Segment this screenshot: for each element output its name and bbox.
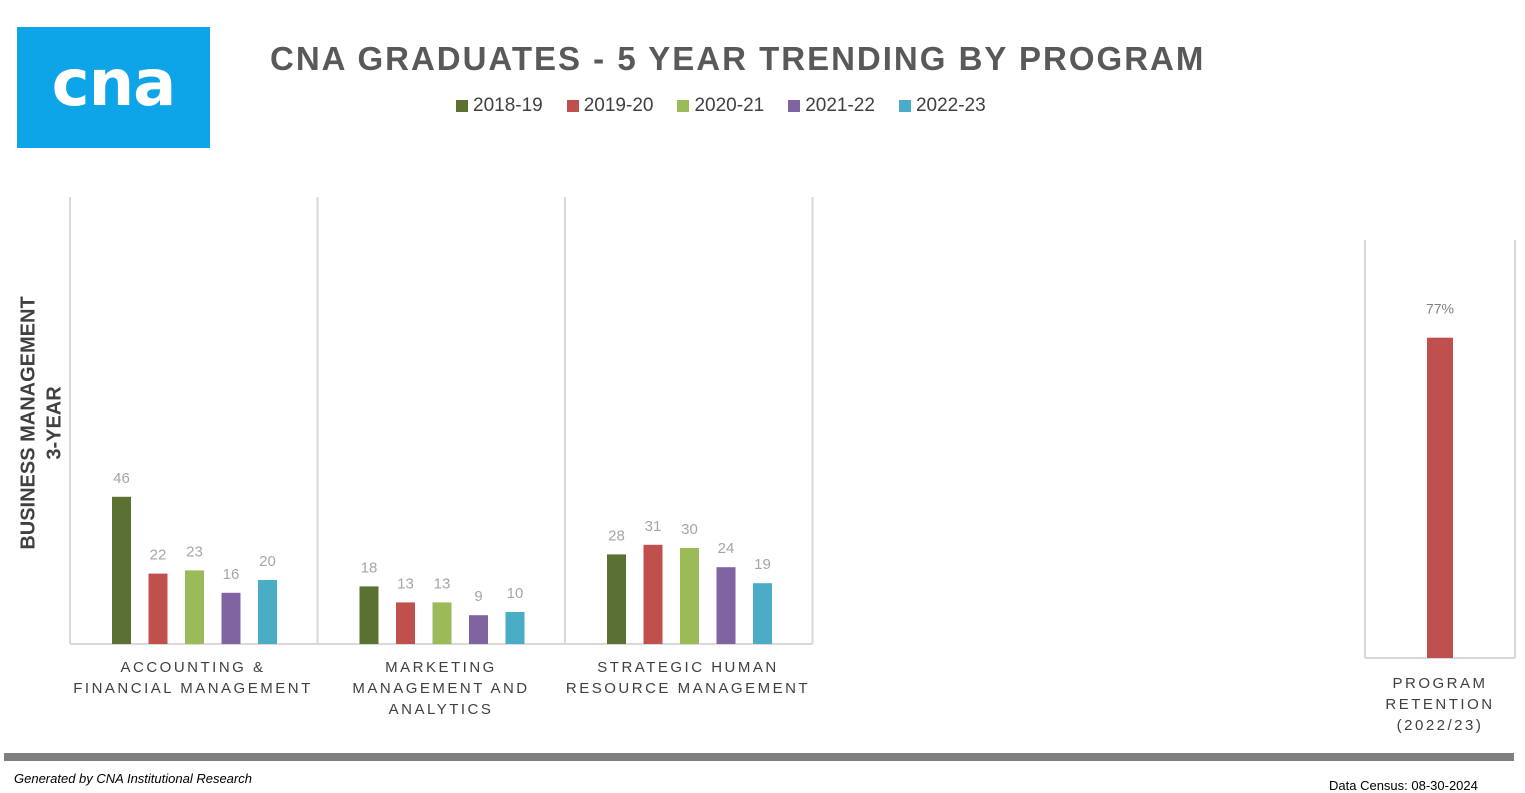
data-label: 10: [507, 585, 524, 602]
data-label: 13: [397, 575, 414, 592]
bar-2018-19-2: [607, 554, 626, 644]
data-label: 18: [361, 559, 378, 576]
cna-logo: cna: [17, 27, 210, 148]
bar-2021-22-2: [716, 567, 736, 644]
bar-2021-22-1: [469, 615, 488, 644]
legend-label: 2020-21: [694, 95, 765, 116]
data-census-text: Data Census: 08-30-2024: [1329, 778, 1478, 793]
bar-2018-19-1: [359, 586, 379, 644]
data-label: 9: [474, 588, 482, 605]
bar-2019-20-1: [396, 602, 415, 644]
chart-legend: 2018-19 2019-20 2020-21 2021-22 2022-23: [456, 95, 1010, 117]
category-label-accounting: ACCOUNTING & FINANCIAL MANAGEMENT: [73, 659, 313, 697]
data-label: 13: [434, 575, 451, 592]
retention-bar: [1427, 337, 1453, 658]
legend-swatch: [898, 100, 911, 112]
generated-by-text: Generated by CNA Institutional Research: [14, 771, 252, 786]
bar-2022-23-0: [258, 580, 277, 644]
legend-item-2018-19: 2018-19: [456, 95, 543, 117]
logo-text: cna: [51, 46, 177, 121]
data-label: 19: [754, 556, 771, 573]
bar-2022-23-2: [753, 583, 772, 644]
bar-2022-23-1: [505, 612, 525, 644]
data-label: 16: [223, 566, 240, 583]
bar-2020-21-0: [185, 570, 204, 644]
data-label: 30: [681, 521, 698, 538]
bar-2018-19-0: [112, 496, 131, 644]
data-label: 22: [150, 547, 167, 564]
legend-swatch: [788, 100, 801, 112]
page-title: CNA GRADUATES - 5 YEAR TRENDING BY PROGR…: [270, 40, 1206, 77]
data-label: 23: [186, 543, 203, 560]
legend-label: 2022-23: [915, 95, 986, 116]
legend-label: 2018-19: [473, 95, 543, 116]
footer-divider: [4, 753, 1514, 761]
legend-swatch: [456, 100, 468, 112]
data-label: 28: [608, 527, 625, 544]
bar-2019-20-2: [643, 544, 663, 644]
legend-label: 2019-20: [583, 95, 654, 116]
legend-swatch: [566, 100, 579, 112]
retention-label: PROGRAM RETENTION (2022/23): [1385, 675, 1495, 734]
bar-2020-21-1: [432, 602, 452, 644]
bar-2020-21-2: [680, 548, 699, 644]
legend-item-2022-23: 2022-23: [898, 95, 986, 117]
data-label: 20: [259, 553, 276, 570]
legend-item-2020-21: 2020-21: [677, 95, 764, 117]
bar-2021-22-0: [221, 592, 241, 644]
legend-label: 2021-22: [805, 95, 875, 116]
legend-item-2019-20: 2019-20: [566, 95, 654, 117]
data-label: 31: [645, 518, 662, 535]
category-label-marketing: MARKETING MANAGEMENT AND ANALYTICS: [352, 659, 530, 718]
legend-item-2021-22: 2021-22: [788, 95, 875, 117]
bar-2019-20-0: [148, 573, 168, 644]
data-label: 24: [718, 540, 735, 557]
category-label-hr: STRATEGIC HUMAN RESOURCE MANAGEMENT: [565, 659, 811, 697]
data-label: 46: [113, 470, 130, 487]
retention-data-label: 77%: [1426, 301, 1454, 317]
legend-swatch: [677, 100, 690, 112]
